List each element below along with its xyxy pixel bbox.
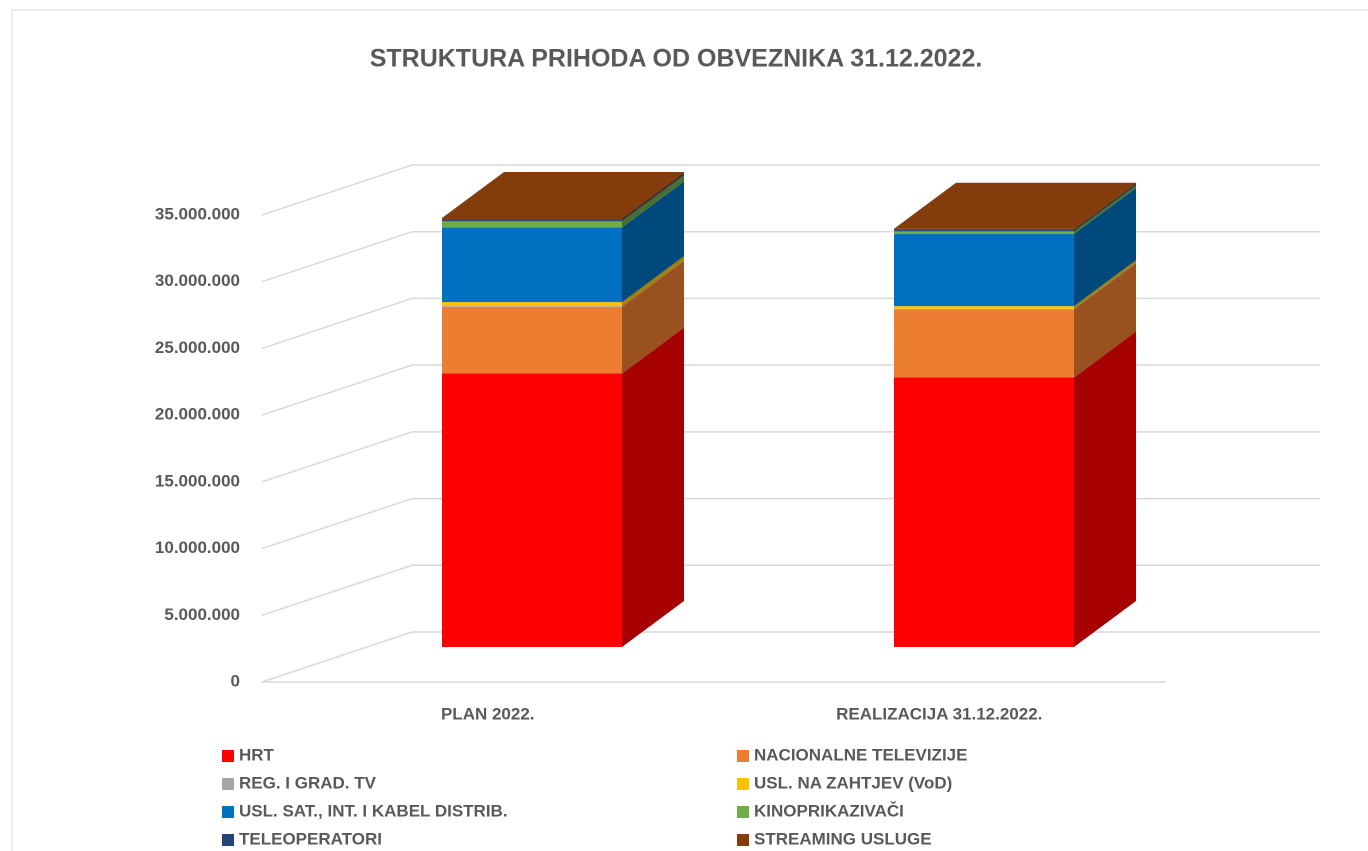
bar-segment (894, 309, 1074, 378)
bar-segment (442, 218, 622, 221)
bar-segment (442, 306, 622, 307)
bar-side (622, 260, 684, 307)
legend-swatch (222, 750, 234, 762)
bar-top (442, 172, 684, 219)
bar-side (622, 327, 684, 647)
y-tick-label: 15.000.000 (155, 471, 240, 490)
y-tick-label: 25.000.000 (155, 338, 240, 357)
bar-segment (442, 227, 622, 303)
legend-label: USL. SAT., INT. I KABEL DISTRIB. (239, 801, 508, 820)
bar-segment (894, 306, 1074, 309)
y-tick-label: 5.000.000 (164, 605, 240, 624)
bar-side (1074, 182, 1136, 231)
bar-top (894, 182, 1136, 229)
x-tick-label: REALIZACIJA 31.12.2022. (836, 704, 1042, 723)
y-tick-label: 30.000.000 (155, 271, 240, 290)
legend-swatch (737, 750, 749, 762)
bar-side (622, 172, 684, 221)
legend-label: NACIONALNE TELEVIZIJE (754, 745, 967, 764)
legend-label: REG. I GRAD. TV (239, 773, 377, 792)
bar-segment (442, 373, 622, 647)
grid-line (261, 164, 1320, 216)
bar-segment (442, 220, 622, 222)
bar-side (1074, 185, 1136, 235)
bar-segment (442, 302, 622, 307)
chart-frame (11, 9, 1368, 851)
legend-label: HRT (239, 745, 275, 764)
legend-label: TELEOPERATORI (239, 829, 382, 848)
bar-segment (442, 221, 622, 228)
legend-swatch (737, 806, 749, 818)
bar-side (622, 174, 684, 222)
bar-segment (442, 306, 622, 374)
bar-segment (894, 377, 1074, 647)
legend-swatch (737, 834, 749, 846)
bar-side (1074, 331, 1136, 647)
bar-segment (894, 228, 1074, 231)
legend-swatch (222, 834, 234, 846)
y-tick-label: 0 (231, 671, 240, 690)
y-tick-label: 10.000.000 (155, 538, 240, 557)
legend-label: KINOPRIKAZIVAČI (754, 801, 904, 820)
chart-title: STRUKTURA PRIHODA OD OBVEZNIKA 31.12.202… (370, 45, 983, 73)
legend-swatch (222, 806, 234, 818)
bar-segment (894, 308, 1074, 310)
bar-segment (894, 231, 1074, 235)
bar-segment (894, 234, 1074, 307)
bar-side (1074, 263, 1136, 378)
bar-side (622, 260, 684, 374)
bar-segment (894, 230, 1074, 232)
x-tick-label: PLAN 2022. (441, 704, 535, 723)
legend-label: USL. NA ZAHTJEV (VoD) (754, 773, 952, 792)
y-tick-label: 35.000.000 (155, 204, 240, 223)
bar-side (622, 181, 684, 303)
bar-side (622, 256, 684, 307)
legend-swatch (737, 778, 749, 790)
bar-side (1074, 184, 1136, 232)
legend-label: STREAMING USLUGE (754, 829, 932, 848)
bar-side (1074, 188, 1136, 307)
bar-side (622, 175, 684, 228)
bar-side (1074, 262, 1136, 310)
y-tick-label: 20.000.000 (155, 405, 240, 424)
legend-swatch (222, 778, 234, 790)
bar-side (1074, 260, 1136, 309)
